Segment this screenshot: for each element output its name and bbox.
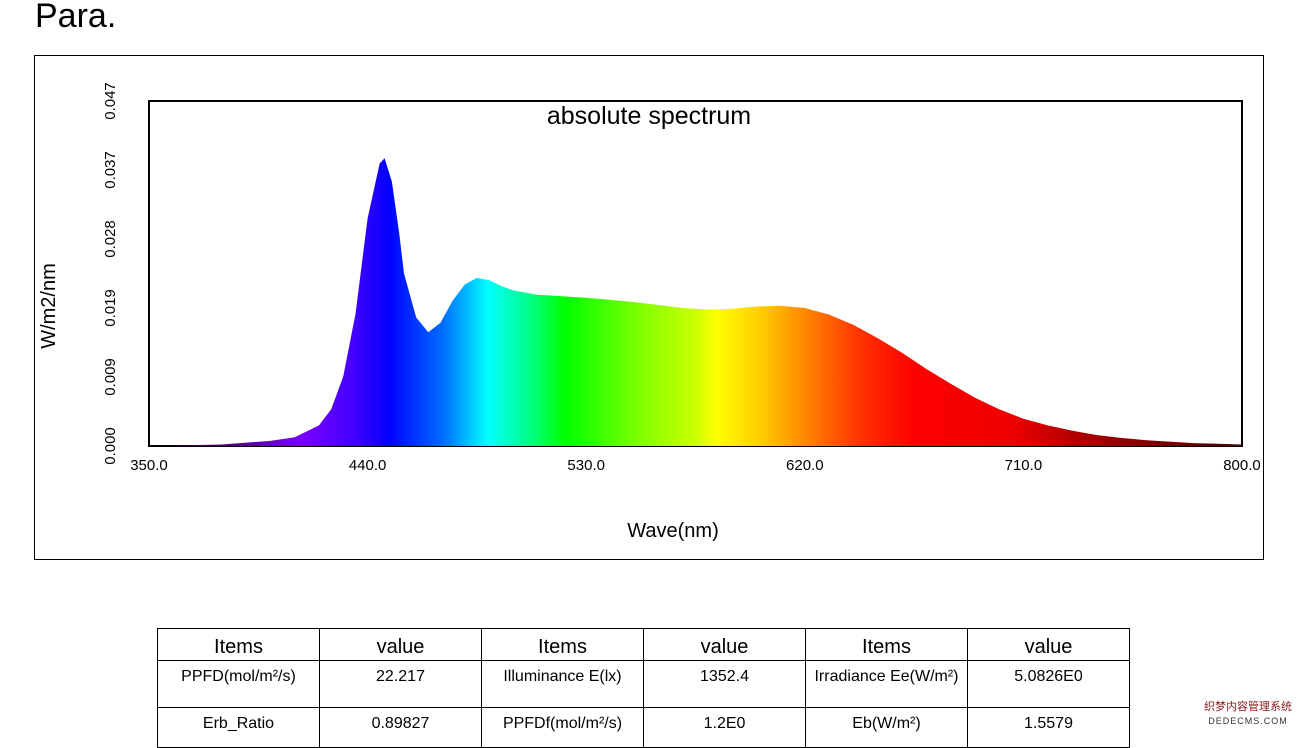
x-tick-label: 530.0: [567, 457, 605, 474]
table-cell: 0.89827: [319, 707, 482, 748]
watermark-line-2: DEDECMS.COM: [1208, 716, 1288, 726]
table-cell: 5.0826E0: [967, 660, 1130, 708]
y-tick-label: 0.000: [102, 427, 119, 465]
table-cell: 1352.4: [643, 660, 806, 708]
table-header-value-3: value: [967, 628, 1130, 661]
table-cell: Illuminance E(lx): [481, 660, 644, 708]
x-tick-label: 350.0: [130, 457, 168, 474]
y-axis-label: W/m2/nm: [38, 263, 60, 349]
y-tick-label: 0.028: [102, 220, 119, 258]
x-tick-label: 710.0: [1005, 457, 1043, 474]
table-cell: 1.5579: [967, 707, 1130, 748]
table-cell: PPFD(mol/m²/s): [157, 660, 320, 708]
table-header-value-1: value: [319, 628, 482, 661]
x-tick-label: 800.0: [1223, 457, 1261, 474]
table-cell: Irradiance Ee(W/m²): [805, 660, 968, 708]
spectrum-area: [149, 158, 1242, 447]
spectrum-chart: 0.000 0.009 0.019 0.028 0.037 0.047 350.0 440.…: [38, 82, 1261, 542]
table-header-row: Items value Items value Items value: [157, 628, 1130, 661]
x-tick-label: 440.0: [349, 457, 387, 474]
parameters-table: Items value Items value Items value PPFD…: [157, 628, 1130, 748]
table-header-items-2: Items: [481, 628, 644, 661]
spectrum-chart-frame: 0.000 0.009 0.019 0.028 0.037 0.047 350.0 440.…: [34, 55, 1264, 560]
table-cell: Erb_Ratio: [157, 707, 320, 748]
y-tick-label: 0.047: [102, 82, 119, 120]
table-cell: Eb(W/m²): [805, 707, 968, 748]
x-axis-label: Wave(nm): [627, 520, 718, 542]
y-tick-label: 0.019: [102, 289, 119, 327]
y-tick-label: 0.037: [102, 151, 119, 189]
y-axis-ticks: 0.000 0.009 0.019 0.028 0.037 0.047: [102, 82, 119, 465]
x-axis-ticks: 350.0 440.0 530.0 620.0 710.0 800.0: [130, 457, 1261, 474]
table-header-value-2: value: [643, 628, 806, 661]
page-heading: Para.: [35, 0, 117, 35]
table-header-items-1: Items: [157, 628, 320, 661]
table-row: Erb_Ratio 0.89827 PPFDf(mol/m²/s) 1.2E0 …: [157, 707, 1130, 748]
chart-title: absolute spectrum: [547, 102, 751, 130]
table-cell: PPFDf(mol/m²/s): [481, 707, 644, 748]
table-row: PPFD(mol/m²/s) 22.217 Illuminance E(lx) …: [157, 660, 1130, 708]
table-cell: 1.2E0: [643, 707, 806, 748]
x-tick-label: 620.0: [786, 457, 824, 474]
watermark-logo: 织梦内容管理系统 DEDECMS.COM: [1198, 700, 1298, 732]
table-header-items-3: Items: [805, 628, 968, 661]
watermark-line-1: 织梦内容管理系统: [1204, 701, 1292, 713]
table-cell: 22.217: [319, 660, 482, 708]
y-tick-label: 0.009: [102, 358, 119, 396]
